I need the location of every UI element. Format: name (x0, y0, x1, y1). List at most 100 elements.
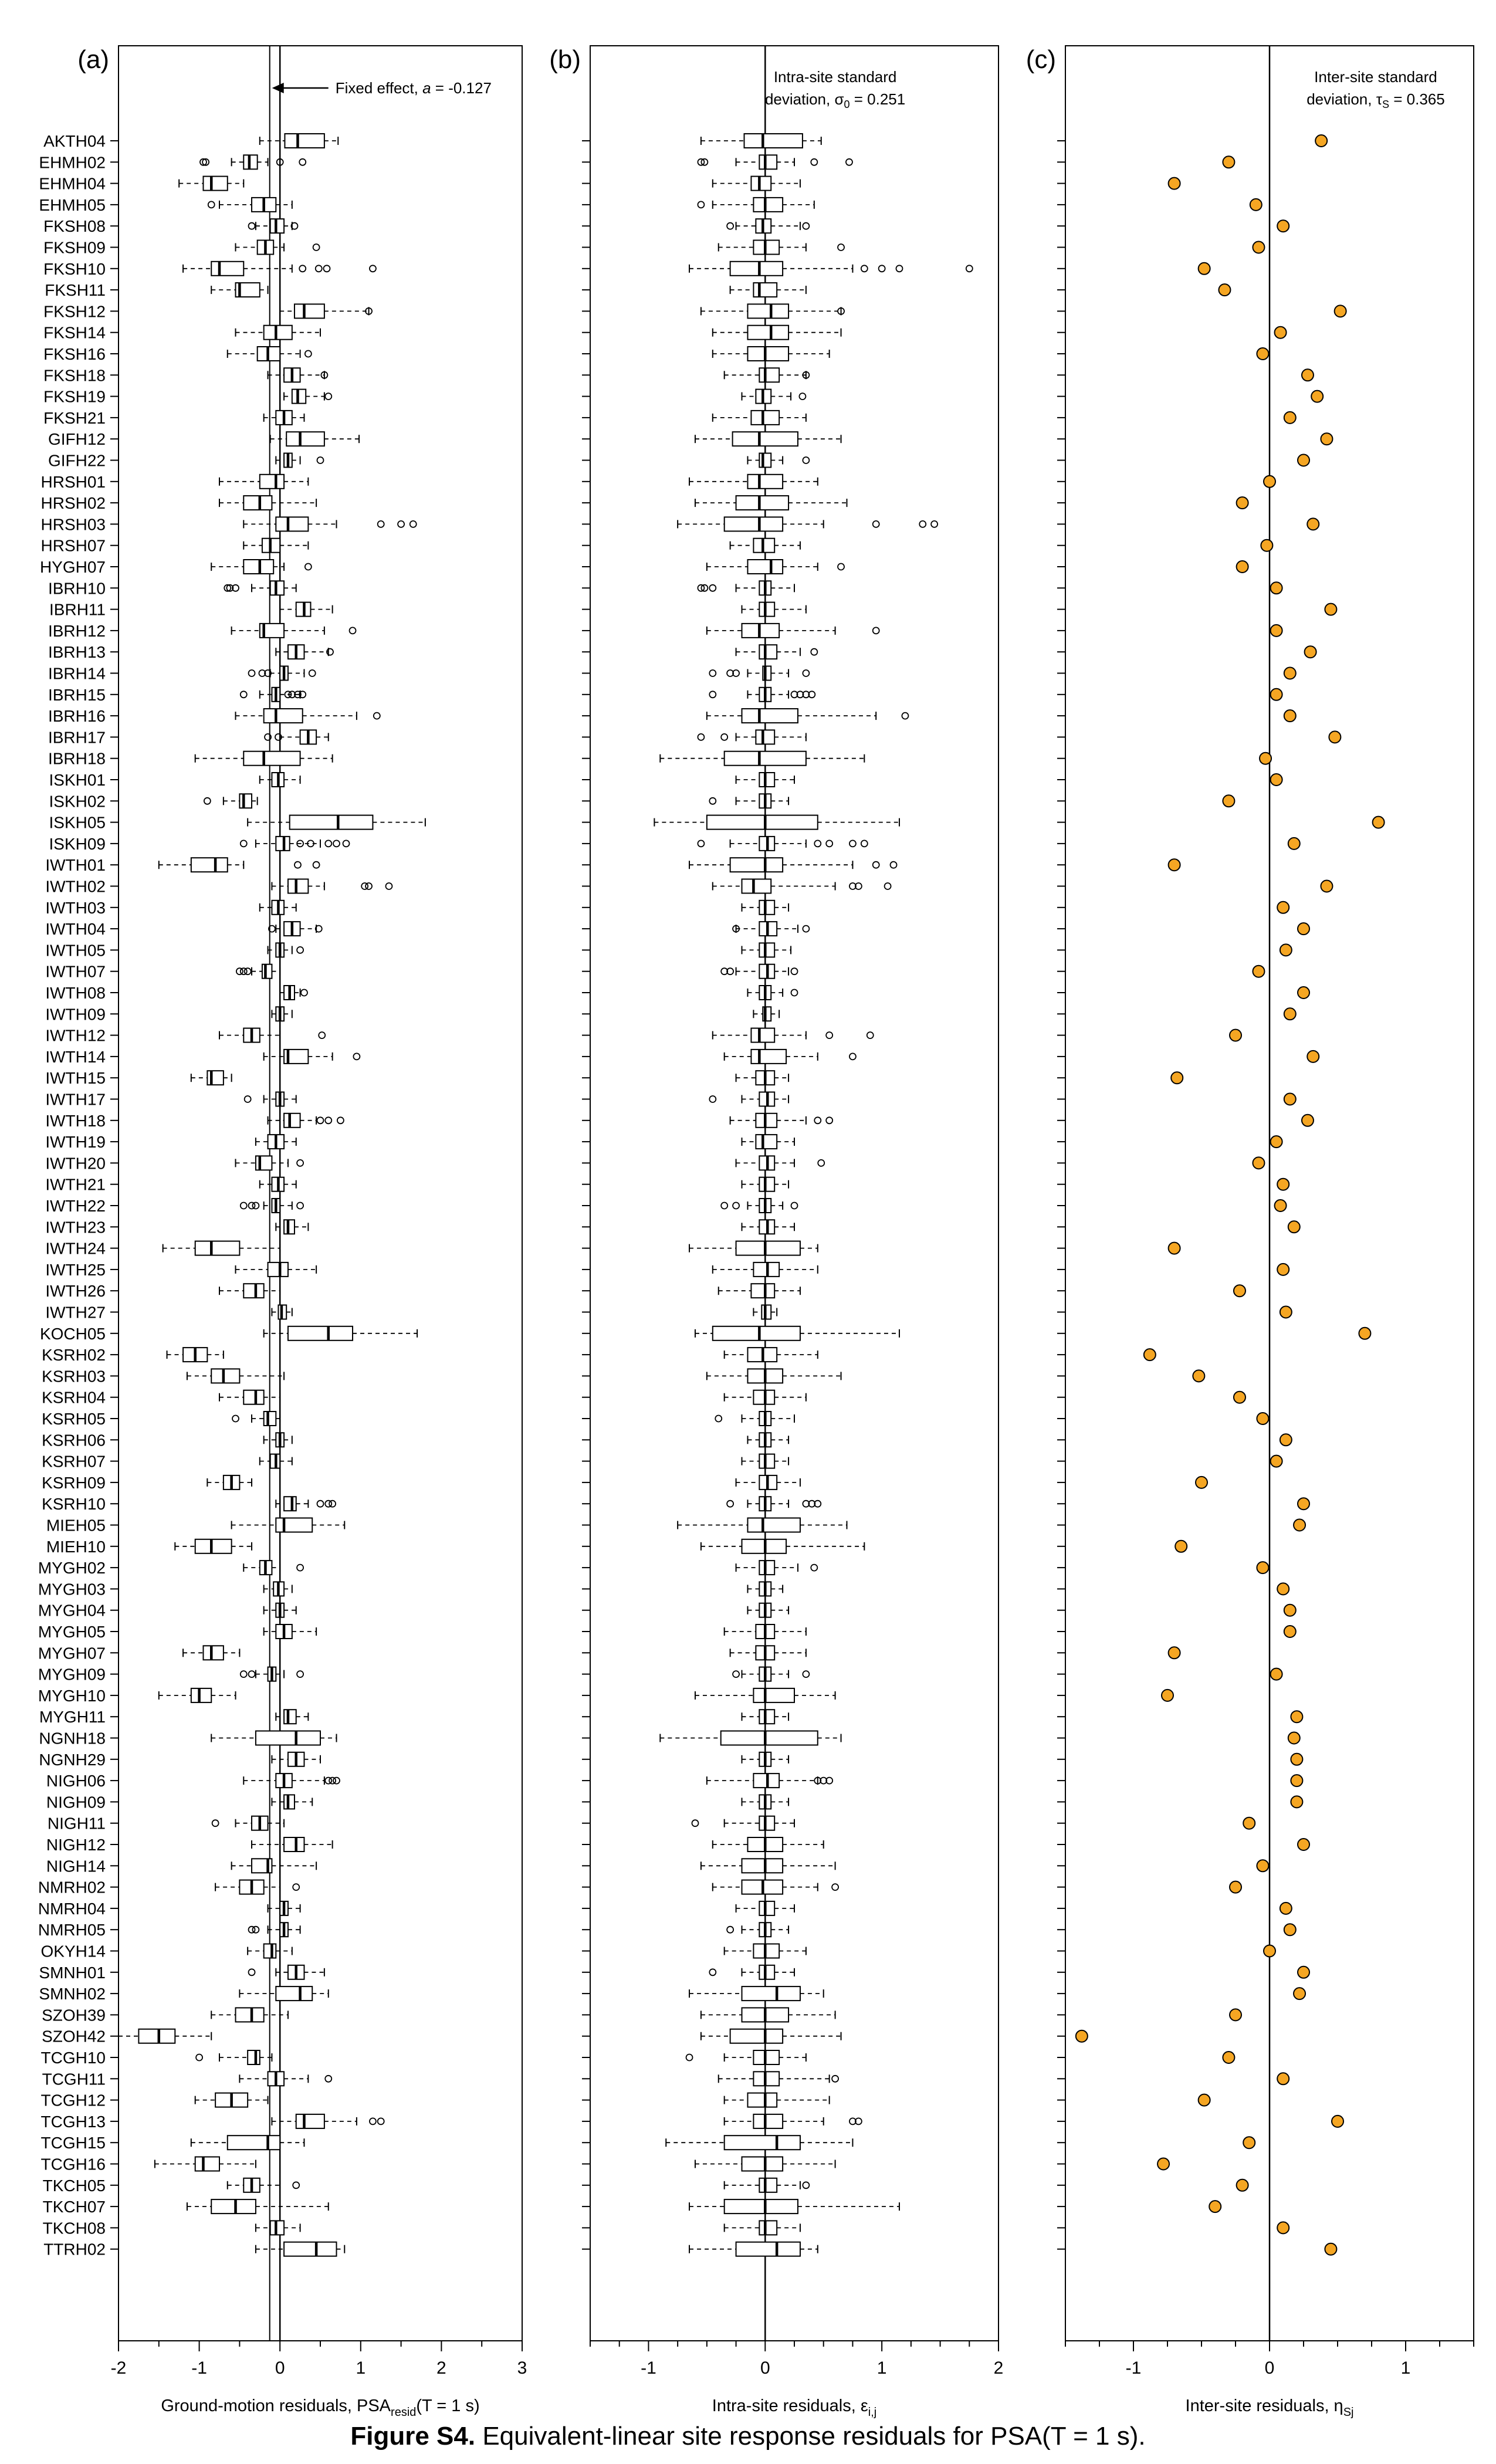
point-fksh14 (1274, 326, 1287, 339)
outlier-point (709, 797, 717, 805)
site-label: TCGH13 (41, 2113, 106, 2131)
site-label: IBRH12 (48, 622, 106, 640)
box-iwth18 (729, 1112, 834, 1128)
fixed-effect-label-prefix: Fixed effect, (336, 79, 422, 97)
box-iwth01 (158, 857, 320, 873)
site-label: NIGH06 (46, 1772, 106, 1790)
box-iwth23 (741, 1219, 795, 1235)
iqr-box (759, 899, 776, 915)
site-label: TCGH15 (41, 2134, 106, 2152)
outlier-point (252, 1201, 260, 1210)
box-ibrh13 (275, 644, 334, 660)
point-tcgh16 (1157, 2157, 1170, 2171)
site-label: IBRH13 (48, 643, 106, 661)
panel-label: (b) (549, 45, 581, 74)
outlier-point (732, 1201, 740, 1210)
outlier-point (802, 222, 810, 230)
outlier-point (373, 712, 381, 720)
box-nigh06 (706, 1773, 834, 1789)
site-label: OKYH14 (41, 1942, 106, 1961)
point-ibrh14 (1283, 666, 1297, 680)
outlier-point (814, 840, 822, 848)
box-tcgh10 (685, 2050, 807, 2065)
outlier-point (697, 201, 705, 209)
iqr-box (753, 1687, 796, 1703)
box-iwth08 (279, 985, 308, 1000)
box-nmrh02 (215, 1879, 300, 1895)
outlier-point (304, 563, 312, 571)
point-ngnh29 (1290, 1752, 1304, 1766)
iqr-box (263, 1943, 277, 1959)
outlier-point (324, 392, 333, 400)
iqr-box (747, 324, 790, 340)
site-label: IWTH20 (45, 1154, 106, 1172)
outlier-point (825, 1031, 834, 1039)
iqr-box (759, 154, 778, 170)
point-iwth23 (1287, 1220, 1301, 1234)
box-hrsh03 (677, 516, 939, 532)
site-label: MYGH07 (38, 1644, 106, 1662)
outlier-point (252, 1925, 260, 1934)
box-hrsh01 (219, 473, 309, 489)
point-ibrh12 (1270, 624, 1283, 637)
point-gifh12 (1320, 432, 1333, 446)
outlier-point (232, 1414, 239, 1423)
site-label: KSRH05 (42, 1410, 106, 1428)
box-hrsh02 (219, 495, 317, 511)
point-ibrh10 (1270, 581, 1283, 595)
outlier-point (337, 1116, 344, 1125)
box-nigh12 (712, 1837, 824, 1852)
point-fksh09 (1252, 241, 1265, 254)
outlier-point (895, 265, 903, 273)
outlier-point (299, 158, 307, 166)
box-iwth20 (235, 1155, 304, 1171)
box-ngnh18 (659, 1730, 842, 1746)
point-ksrh06 (1279, 1433, 1292, 1447)
point-nigh06 (1290, 1774, 1304, 1788)
site-label: TKCH05 (43, 2177, 106, 2195)
box-tkch07 (689, 2199, 900, 2215)
x-axis-label-subscript: resid (391, 2406, 416, 2419)
site-label: IWTH21 (45, 1176, 106, 1194)
point-iwth20 (1252, 1156, 1265, 1170)
point-hrsh03 (1307, 517, 1320, 531)
point-iwth22 (1274, 1199, 1287, 1212)
box-fksh14 (712, 324, 842, 340)
outlier-point (732, 925, 740, 933)
outlier-point (798, 392, 807, 400)
point-mygh03 (1277, 1582, 1290, 1596)
box-ibrh15 (709, 686, 816, 702)
outlier-point (930, 520, 939, 528)
box-iwth07 (720, 963, 798, 979)
outlier-point (872, 520, 880, 528)
outlier-point (697, 158, 705, 166)
outlier-point (239, 967, 248, 976)
iqr-box (741, 1858, 784, 1874)
box-hrsh07 (243, 537, 309, 553)
point-nmrh05 (1283, 1923, 1297, 1937)
point-iskh05 (1372, 815, 1385, 829)
iqr-box (759, 644, 778, 660)
x-axis-label: Intra-site residuals, εi,j (712, 2397, 876, 2419)
outlier-point (258, 669, 266, 677)
site-label: NGNH18 (39, 1729, 106, 1748)
box-hrsh07 (729, 537, 801, 553)
iqr-box (747, 473, 784, 489)
iqr-box (743, 133, 803, 148)
box-fksh16 (226, 346, 312, 361)
box-mygh11 (741, 1709, 790, 1725)
outlier-point (324, 1116, 333, 1125)
outlier-point (323, 265, 331, 273)
outlier-point (211, 1819, 219, 1827)
outlier-point (243, 967, 252, 976)
outlier-point (239, 840, 248, 848)
outlier-point (264, 733, 272, 741)
x-tick-label: 0 (760, 2358, 770, 2378)
outlier-point (802, 669, 810, 677)
iqr-box (747, 559, 784, 574)
box-iwth01 (689, 857, 898, 873)
outlier-point (312, 861, 320, 869)
point-ksrh05 (1256, 1412, 1270, 1425)
box-mygh11 (275, 1709, 309, 1725)
x-tick-label: -1 (641, 2358, 656, 2378)
